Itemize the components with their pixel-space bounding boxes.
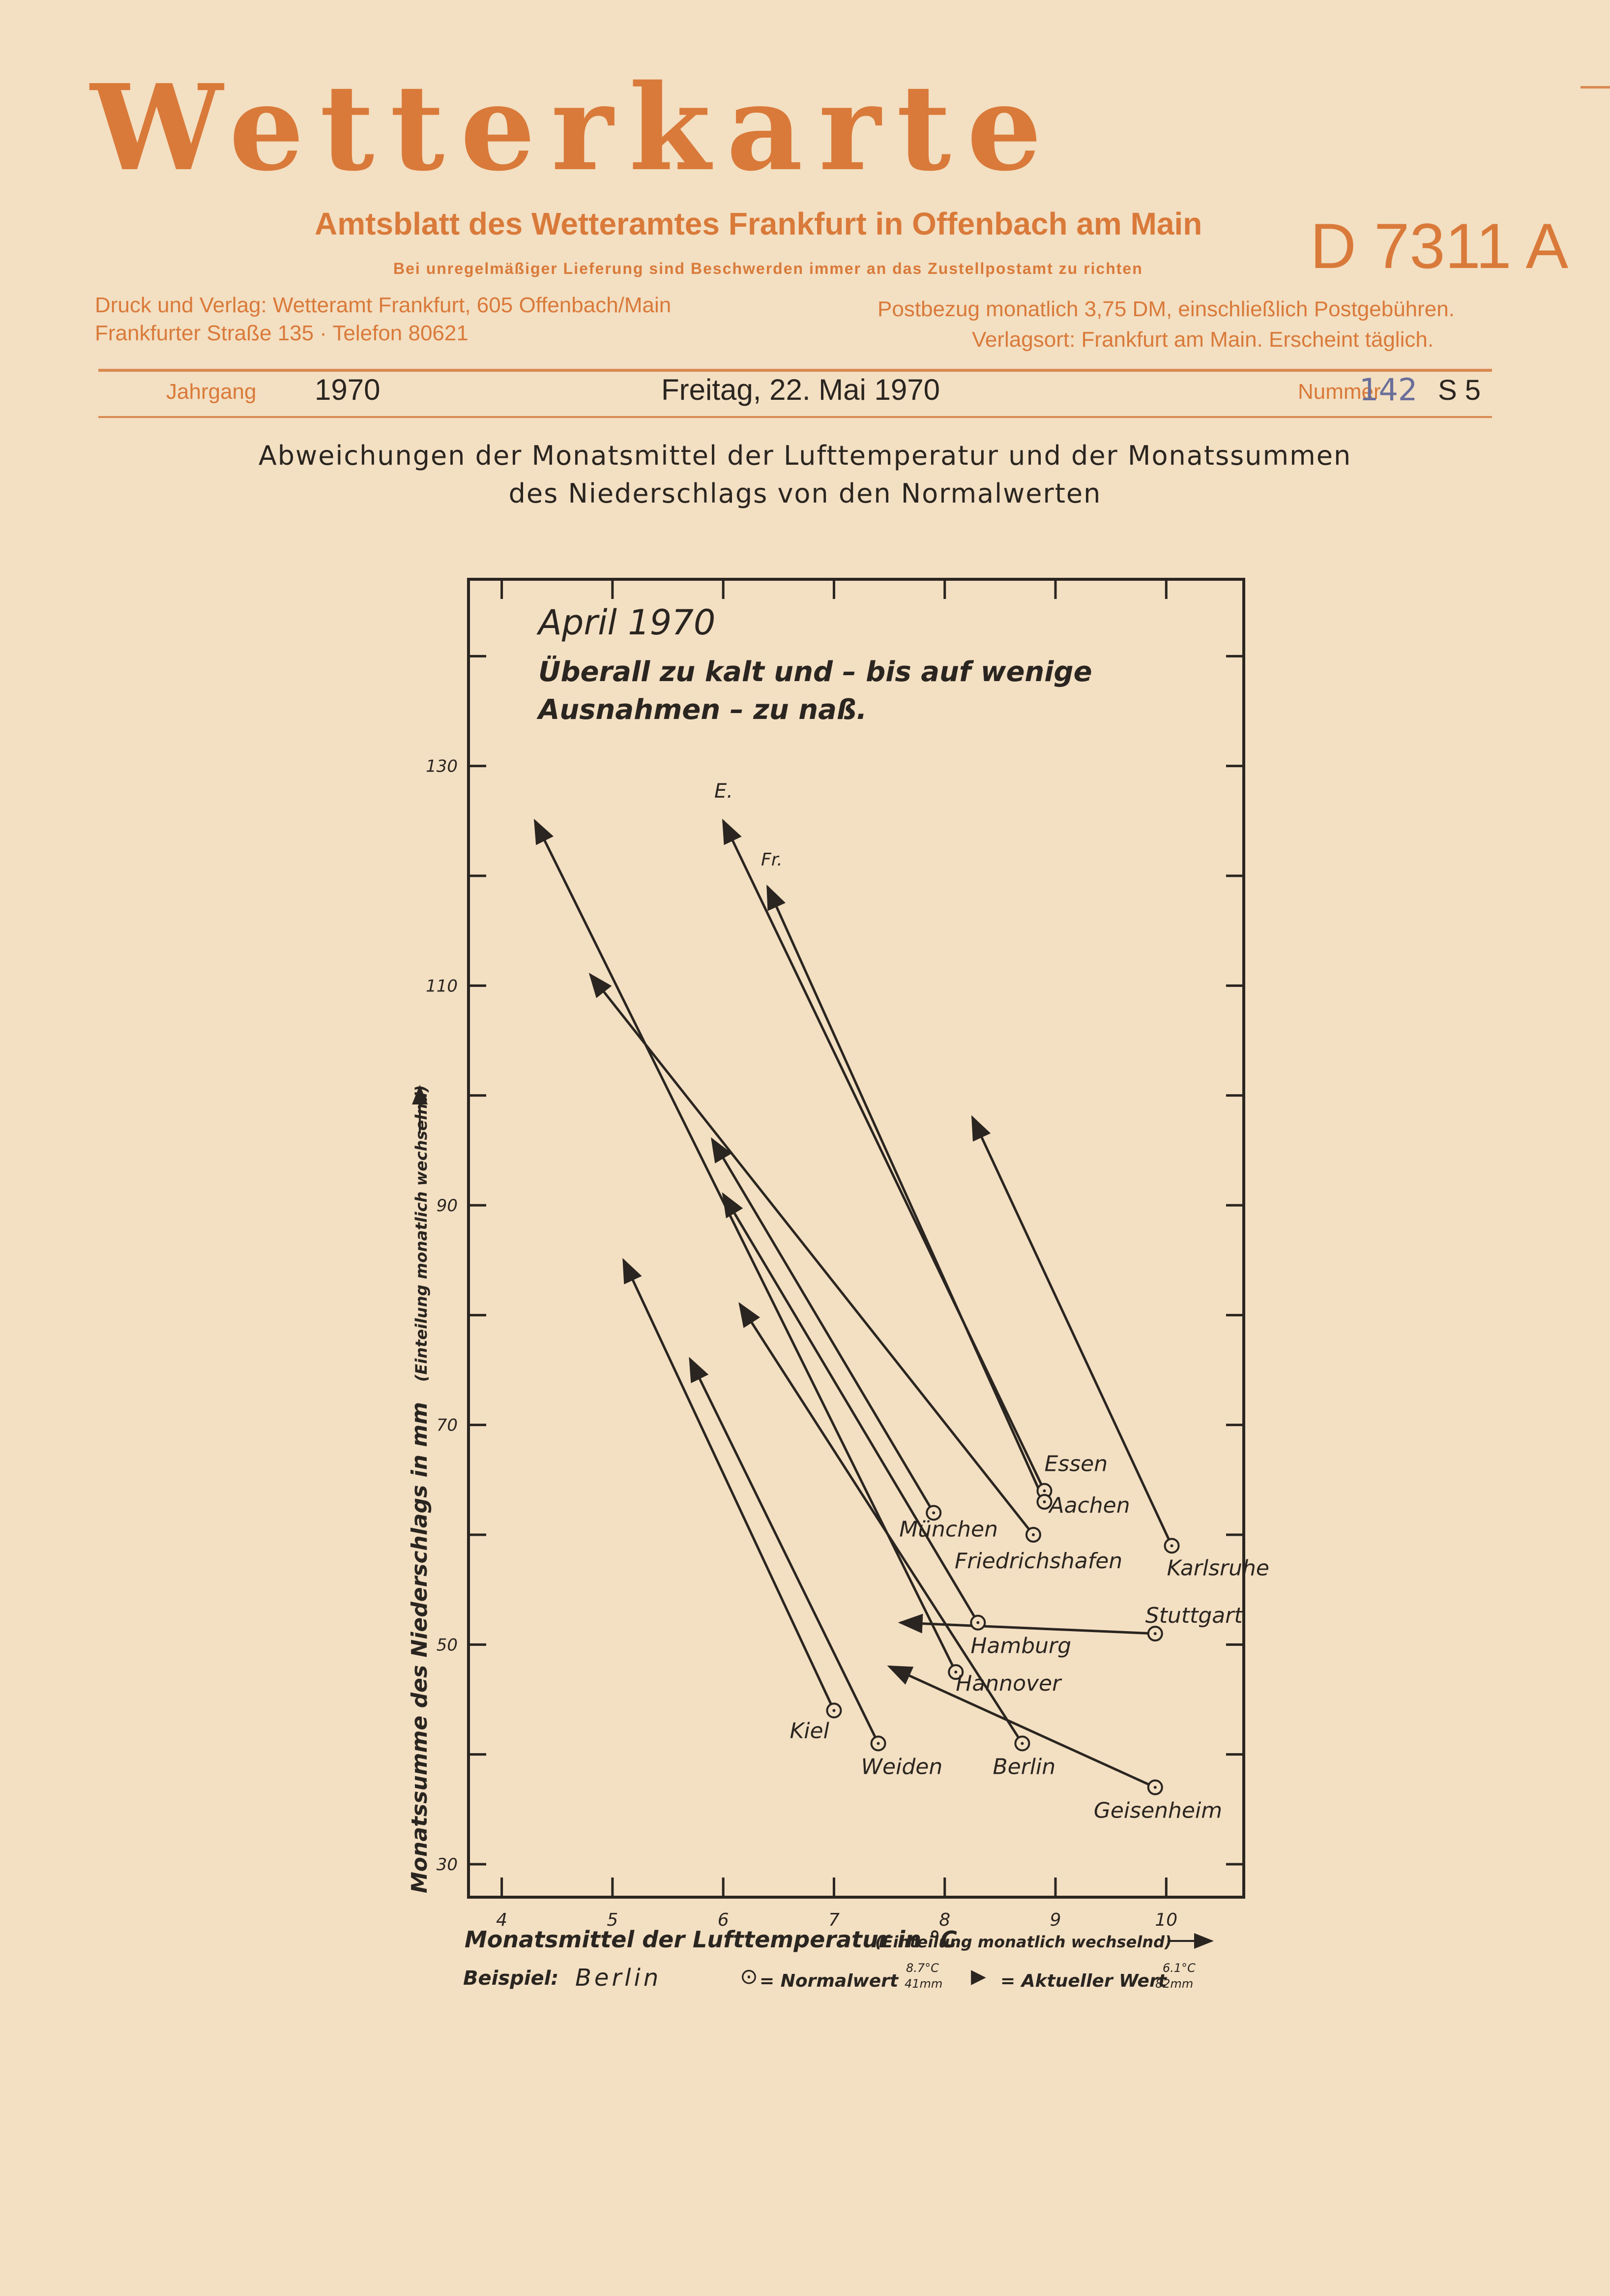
y-tick-label: 30 <box>437 1855 458 1875</box>
legend-actual-temp: 6.1°C <box>1163 1961 1196 1975</box>
delivery-notice: Bei unregelmäßiger Lieferung sind Beschw… <box>393 260 1143 277</box>
x-tick-label: 8 <box>939 1910 950 1930</box>
station-label-geisenheim: Geisenheim <box>1094 1798 1222 1823</box>
station-label-hamburg: Hamburg <box>970 1634 1071 1659</box>
normal-dot <box>832 1709 836 1712</box>
legend-example-station: Berlin <box>575 1964 662 1992</box>
legend-actual-label: = Aktueller Wert <box>1000 1971 1167 1991</box>
rule-bottom <box>98 416 1492 418</box>
masthead-title: Wetterkarte <box>90 59 1058 197</box>
x-axis-note: (Einteilung monatlich wechselnd) <box>875 1933 1172 1951</box>
legend-actual-precip: 82mm <box>1155 1977 1194 1991</box>
y-axis-title: Monatssumme des Niederschlags in mm <box>407 1402 432 1893</box>
normal-dot <box>1170 1544 1173 1548</box>
y-tick-label: 70 <box>437 1416 458 1435</box>
station-label-kiel: Kiel <box>790 1718 829 1743</box>
normal-dot <box>1043 1500 1046 1503</box>
normal-dot <box>1021 1742 1024 1745</box>
x-tick-label: 5 <box>607 1910 618 1930</box>
arrow-geisenheim <box>887 1665 1156 1789</box>
y-axis-note: (Einteilung monatlich wechselnd) <box>412 1085 431 1382</box>
arrow-weiden <box>689 1357 879 1744</box>
y-tick-label: 90 <box>437 1196 458 1216</box>
normal-dot <box>1153 1786 1157 1789</box>
station-label-karlsruhe: Karlsruhe <box>1167 1555 1269 1580</box>
rule-top <box>98 369 1492 372</box>
chart-subtitle-1: Überall zu kalt und – bis auf wenige <box>538 656 1092 688</box>
legend-normal-symbol: ⊙ <box>740 1964 758 1989</box>
normal-dot <box>877 1742 880 1745</box>
x-tick-label: 7 <box>828 1910 840 1930</box>
arrow-münchen <box>711 1137 935 1514</box>
station-label-friedrichshafen: Friedrichshafen <box>955 1549 1122 1574</box>
publication-code: D 7311 A <box>1310 210 1569 282</box>
issue-date: Freitag, 22. Mai 1970 <box>661 373 940 406</box>
normal-dot <box>1153 1632 1157 1635</box>
y-tick-label: 50 <box>437 1635 458 1655</box>
marker-label-e: E. <box>714 780 733 803</box>
station-label-stuttgart: Stuttgart <box>1145 1603 1244 1628</box>
y-tick-label: 130 <box>426 757 458 776</box>
legend-normal-precip: 41mm <box>905 1977 943 1991</box>
station-label-berlin: Berlin <box>993 1754 1055 1779</box>
arrow-friedrichshafen <box>588 973 1034 1536</box>
publisher-line-1: Druck und Verlag: Wetteramt Frankfurt, 6… <box>95 293 672 317</box>
normal-dot <box>976 1621 980 1624</box>
arrow-hamburg <box>722 1192 979 1623</box>
arrow-kiel <box>622 1258 835 1711</box>
arrow-aachen <box>766 884 1046 1503</box>
normal-dot <box>932 1511 936 1515</box>
station-label-weiden: Weiden <box>861 1754 943 1779</box>
legend-actual-symbol: ▶ <box>971 1965 986 1988</box>
station-label-münchen: München <box>899 1517 998 1542</box>
issue-suffix: S 5 <box>1438 374 1481 406</box>
legend-example-label: Beispiel: <box>463 1967 559 1990</box>
y-axis-label: Monatssumme des Niederschlags in mm (Ein… <box>407 1085 432 1893</box>
x-tick-label: 4 <box>496 1910 507 1930</box>
x-axis-label: Monatsmittel der Lufttemperatur in °C (E… <box>465 1926 1214 1953</box>
issue-number: 142 <box>1359 372 1418 408</box>
legend-normal-temp: 8.7°C <box>906 1961 939 1975</box>
station-label-aachen: Aachen <box>1048 1493 1130 1518</box>
jahrgang-value: 1970 <box>315 373 381 406</box>
marker-label-fr: Fr. <box>761 850 783 870</box>
top-right-mark <box>1581 86 1610 89</box>
plot-frame <box>467 578 1245 1899</box>
postal-line-2: Verlagsort: Frankfurt am Main. Erscheint… <box>972 328 1434 352</box>
normal-dot <box>1031 1533 1035 1536</box>
headline-line-2: des Niederschlags von den Normalwerten <box>508 478 1102 509</box>
x-tick-label: 6 <box>718 1910 729 1930</box>
station-label-hannover: Hannover <box>956 1671 1062 1696</box>
nummer-label: Nummer <box>1298 380 1381 404</box>
legend-normal-label: = Normalwert <box>760 1971 899 1991</box>
publisher-line-2: Frankfurter Straße 135 · Telefon 80621 <box>95 321 468 345</box>
headline-line-1: Abweichungen der Monatsmittel der Luftte… <box>258 440 1352 471</box>
y-tick-label: 110 <box>426 976 458 996</box>
normal-dot <box>1043 1489 1046 1492</box>
arrow-stuttgart <box>898 1613 1155 1635</box>
station-label-essen: Essen <box>1044 1452 1108 1477</box>
chart-title: April 1970 <box>536 602 715 643</box>
x-tick-label: 9 <box>1050 1910 1061 1930</box>
chart-subtitle-2: Ausnahmen – zu naß. <box>536 694 867 726</box>
postal-line-1: Postbezug monatlich 3,75 DM, einschließl… <box>878 297 1455 321</box>
x-tick-label: 10 <box>1155 1910 1177 1930</box>
arrow-berlin <box>738 1302 1024 1744</box>
arrow-essen <box>722 818 1046 1491</box>
arrow-karlsruhe <box>971 1115 1173 1547</box>
jahrgang-label: Jahrgang <box>166 380 257 404</box>
x-axis-title: Monatsmittel der Lufttemperatur in °C <box>465 1926 957 1953</box>
masthead-subtitle: Amtsblatt des Wetteramtes Frankfurt in O… <box>315 206 1202 241</box>
arrow-hannover <box>533 818 957 1673</box>
normal-dot <box>954 1670 958 1674</box>
